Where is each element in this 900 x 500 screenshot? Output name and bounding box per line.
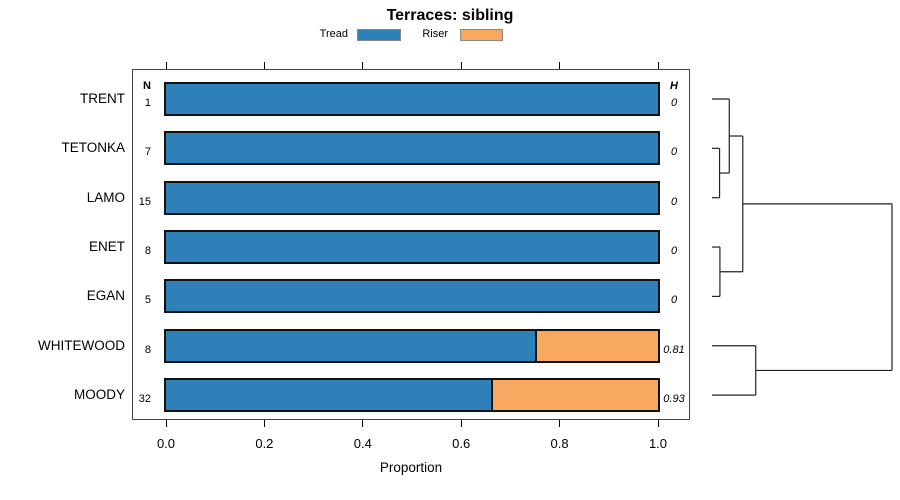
n-value: 7 [144,146,151,159]
category-label: MOODY [73,387,125,403]
axis-tick-bottom [559,420,561,427]
axis-tick-bottom [165,420,167,427]
axis-tick-label: 0.2 [255,436,274,451]
axis-tick-label: 0.6 [452,436,471,451]
plot-box [132,69,690,420]
stacked-bar [164,378,660,413]
riser-segment [535,330,658,361]
legend-label-tread: Tread [319,28,348,40]
legend-label-riser: Riser [422,28,448,40]
axis-tick-label: 1.0 [648,436,668,451]
axis-tick-bottom [362,420,364,427]
legend-swatch-tread-icon [357,29,401,41]
chart-title: Terraces: sibling [386,7,514,24]
h-value: 0 [670,245,678,258]
h-value: 0 [670,97,678,109]
tread-segment [166,84,658,114]
axis-tick-label: 0.8 [550,436,569,451]
tread-segment [166,133,658,164]
category-label: EGAN [86,288,125,304]
tread-segment [166,182,658,213]
category-label: TRENT [80,91,125,106]
legend-swatch-riser-icon [460,29,503,41]
axis-tick-bottom [263,420,265,427]
stacked-bar [164,82,660,116]
n-value: 32 [138,393,151,406]
n-value: 5 [144,294,151,307]
n-value: 8 [144,343,151,356]
category-label: WHITEWOOD [38,337,125,353]
stacked-bar [164,328,660,363]
axis-tick-bottom [657,420,659,427]
axis-tick-top [559,62,561,69]
axis-tick-top [460,62,462,69]
stacked-bar [164,180,660,215]
n-value: 15 [138,195,151,208]
n-column-header: N [143,80,151,92]
n-value: 8 [144,245,151,258]
x-axis-title: Proportion [379,460,443,475]
axis-tick-top [362,62,364,69]
axis-tick-top [263,62,265,69]
axis-tick-top [165,62,167,69]
h-column-header: H [670,80,678,92]
tread-segment [166,330,535,361]
h-value: 0.81 [663,343,685,356]
riser-segment [490,380,658,411]
n-value: 1 [144,97,151,109]
axis-tick-label: 0.0 [156,436,176,451]
category-label: LAMO [86,189,125,205]
category-label: ENET [88,239,125,255]
stacked-bar [164,279,660,314]
axis-tick-top [657,62,659,69]
axis-tick-label: 0.4 [353,436,372,451]
h-value: 0.93 [663,393,685,406]
h-value: 0 [670,146,678,159]
tread-segment [166,232,658,263]
tread-segment [166,281,658,312]
category-label: TETONKA [61,140,125,156]
h-value: 0 [670,294,678,307]
stacked-bar [164,131,660,166]
stacked-bar [164,230,660,265]
axis-tick-bottom [460,420,462,427]
h-value: 0 [670,195,678,208]
tread-segment [166,380,491,411]
